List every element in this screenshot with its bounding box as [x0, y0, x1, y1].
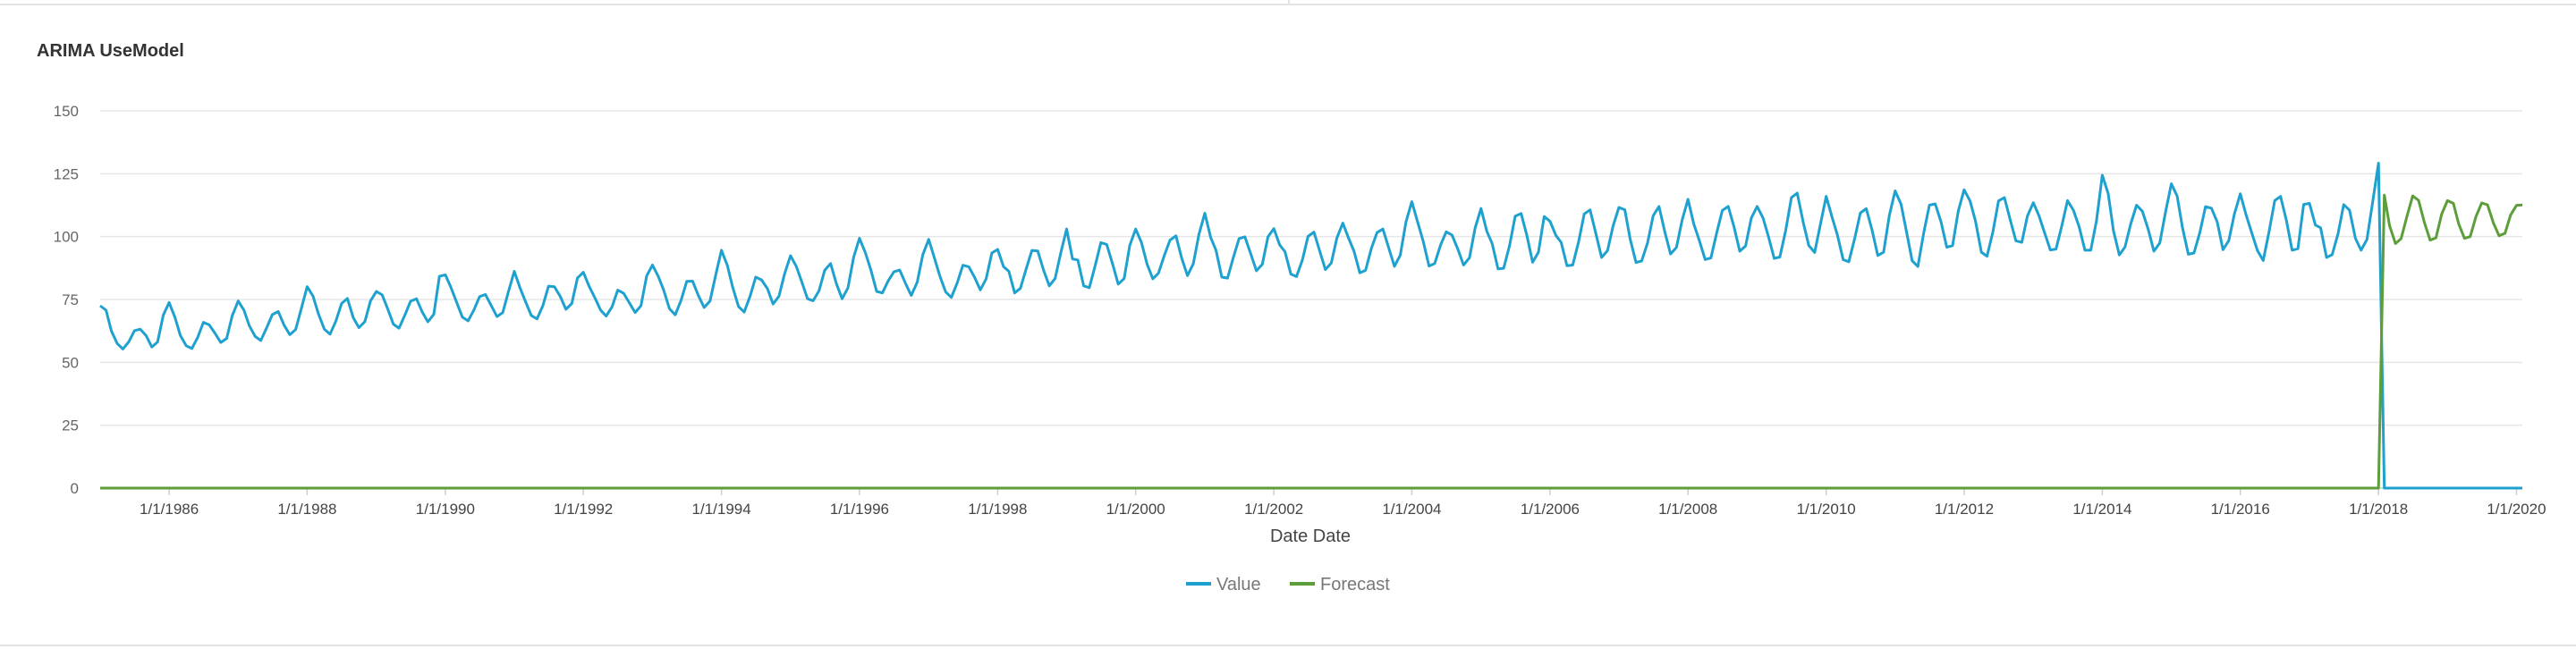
x-tick-label: 1/1/1986 — [140, 501, 199, 518]
x-tick-label: 1/1/2006 — [1521, 501, 1580, 518]
legend-label: Value — [1216, 575, 1261, 594]
gridlines — [100, 110, 2522, 489]
series-line-forecast — [100, 193, 2523, 490]
x-axis-title: Date Date — [1270, 527, 1351, 546]
legend-label: Forecast — [1320, 575, 1390, 594]
x-tick-label: 1/1/2012 — [1935, 501, 1994, 518]
legend-item-forecast[interactable]: Forecast — [1290, 575, 1390, 594]
x-tick-label: 1/1/1994 — [692, 501, 751, 518]
x-tick-label: 1/1/1990 — [416, 501, 475, 518]
y-tick-label: 150 — [54, 103, 79, 120]
x-tick-label: 1/1/2000 — [1106, 501, 1165, 518]
x-tick-label: 1/1/2018 — [2349, 501, 2408, 518]
y-tick-label: 0 — [71, 480, 79, 497]
legend-item-value[interactable]: Value — [1186, 575, 1261, 594]
x-tick-label: 1/1/2010 — [1797, 501, 1856, 518]
y-tick-label: 50 — [62, 354, 79, 371]
x-tick-label: 1/1/2016 — [2211, 501, 2270, 518]
x-tick-label: 1/1/2020 — [2487, 501, 2546, 518]
y-tick-label: 75 — [62, 291, 79, 308]
y-tick-label: 25 — [62, 417, 79, 434]
y-tick-label: 100 — [54, 229, 79, 246]
x-tick-label: 1/1/1998 — [968, 501, 1027, 518]
x-tick-label: 1/1/2008 — [1658, 501, 1717, 518]
y-axis-ticks: 0 25 50 75 100 125 150 — [54, 103, 79, 497]
x-tick-label: 1/1/1996 — [830, 501, 889, 518]
top-divider-tick — [1288, 0, 1290, 5]
x-tick-label: 1/1/2002 — [1244, 501, 1303, 518]
series-lines — [99, 162, 2523, 490]
x-tick-label: 1/1/2014 — [2072, 501, 2131, 518]
series-line-value — [99, 162, 2522, 490]
chart-title: ARIMA UseModel — [37, 41, 184, 61]
legend[interactable]: Value Forecast — [1186, 575, 1390, 594]
x-tick-label: 1/1/2004 — [1382, 501, 1441, 518]
x-axis-ticks: 1/1/1986 1/1/1988 1/1/1990 1/1/1992 1/1/1994… — [140, 488, 2546, 518]
y-tick-label: 125 — [54, 165, 79, 182]
bottom-divider — [0, 645, 2576, 646]
x-tick-label: 1/1/1992 — [554, 501, 613, 518]
x-tick-label: 1/1/1988 — [277, 501, 336, 518]
